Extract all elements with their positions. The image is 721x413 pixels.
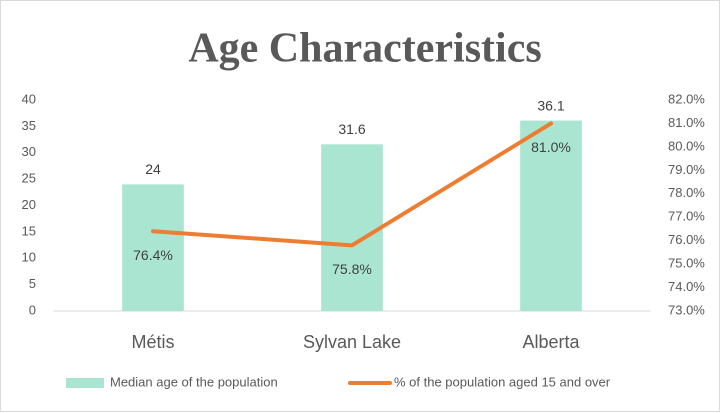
x-tick-label: Alberta xyxy=(522,332,580,352)
y2-tick-label: 75.0% xyxy=(668,256,705,271)
line-value-label: 81.0% xyxy=(531,139,571,155)
y-tick-label: 30 xyxy=(22,144,36,159)
y2-tick-label: 79.0% xyxy=(668,162,705,177)
x-tick-label: Sylvan Lake xyxy=(303,332,401,352)
x-tick-label: Métis xyxy=(131,332,174,352)
legend-label: % of the population aged 15 and over xyxy=(394,374,611,389)
y2-tick-label: 73.0% xyxy=(668,302,705,317)
y2-tick-label: 77.0% xyxy=(668,209,705,224)
y2-tick-label: 74.0% xyxy=(668,279,705,294)
bar xyxy=(321,144,383,311)
y-tick-label: 0 xyxy=(29,302,36,317)
bar-value-label: 31.6 xyxy=(338,121,365,137)
y-tick-label: 25 xyxy=(22,171,36,186)
y2-tick-label: 81.0% xyxy=(668,115,705,130)
y2-tick-label: 80.0% xyxy=(668,138,705,153)
bar xyxy=(122,184,184,311)
bar xyxy=(520,120,582,311)
y-tick-label: 15 xyxy=(22,223,36,238)
line xyxy=(151,121,553,248)
y2-tick-label: 78.0% xyxy=(668,185,705,200)
y2-tick-label: 76.0% xyxy=(668,232,705,247)
y-tick-label: 20 xyxy=(22,197,36,212)
line-value-label: 75.8% xyxy=(332,261,372,277)
y2-tick-label: 82.0% xyxy=(668,91,705,106)
line-value-label: 76.4% xyxy=(133,247,173,263)
y-tick-label: 40 xyxy=(22,91,36,106)
chart-title: Age Characteristics xyxy=(188,26,541,72)
y-tick-label: 35 xyxy=(22,118,36,133)
legend-swatch xyxy=(66,378,104,388)
y-tick-label: 5 xyxy=(29,276,36,291)
legend-label: Median age of the population xyxy=(110,374,278,389)
bar-value-label: 24 xyxy=(145,161,161,177)
bar-value-label: 36.1 xyxy=(537,97,564,113)
y-tick-label: 10 xyxy=(22,250,36,265)
